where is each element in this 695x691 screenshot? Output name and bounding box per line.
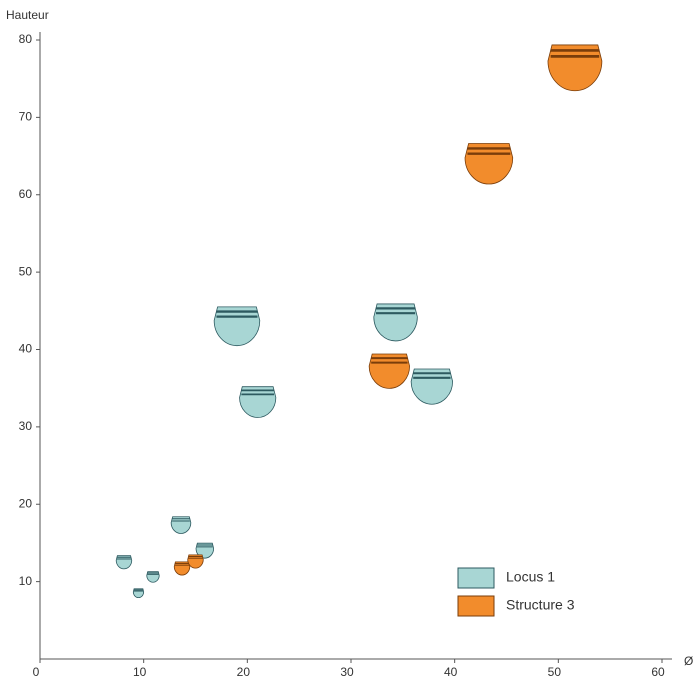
x-tick-label: 10 (133, 665, 147, 679)
vessel (187, 554, 204, 569)
x-axis-label: Ø (684, 654, 693, 668)
x-tick-label: 50 (548, 665, 562, 679)
y-tick-label: 70 (19, 110, 33, 124)
legend-label: Locus 1 (506, 569, 555, 585)
y-tick-label: 40 (19, 342, 33, 356)
x-tick-label: 40 (444, 665, 458, 679)
vessel (239, 386, 277, 418)
y-tick-label: 80 (19, 32, 33, 46)
vessel (170, 516, 192, 534)
y-tick-label: 10 (19, 574, 33, 588)
vessel-body (239, 386, 277, 418)
vessel (132, 588, 145, 599)
legend-label: Structure 3 (506, 597, 575, 613)
vessel (173, 561, 191, 576)
x-tick-label: 20 (237, 665, 251, 679)
vessel (146, 571, 160, 583)
vessel-body (547, 44, 603, 91)
x-tick-label: 30 (340, 665, 354, 679)
vessel (368, 353, 410, 389)
vessel (547, 44, 603, 91)
vessel-body (368, 353, 410, 389)
y-tick-label: 30 (19, 419, 33, 433)
y-tick-label: 20 (19, 496, 33, 510)
x-tick-label: 0 (33, 665, 40, 679)
vessel (410, 368, 453, 405)
legend-swatch (457, 595, 495, 617)
vessel (373, 303, 418, 342)
vessel (115, 555, 133, 570)
y-tick-label: 60 (19, 187, 33, 201)
vessel-body (464, 143, 514, 185)
vessel (195, 542, 215, 559)
x-tick-label: 60 (651, 665, 665, 679)
legend-swatch (457, 567, 495, 589)
vessel-body (410, 368, 453, 405)
vessel-body (170, 516, 192, 534)
vessel-body (373, 303, 418, 342)
vessel (464, 143, 514, 185)
vessel (213, 306, 261, 346)
y-axis-label: Hauteur (6, 8, 49, 22)
y-tick-label: 50 (19, 264, 33, 278)
vessel-body (213, 306, 261, 346)
